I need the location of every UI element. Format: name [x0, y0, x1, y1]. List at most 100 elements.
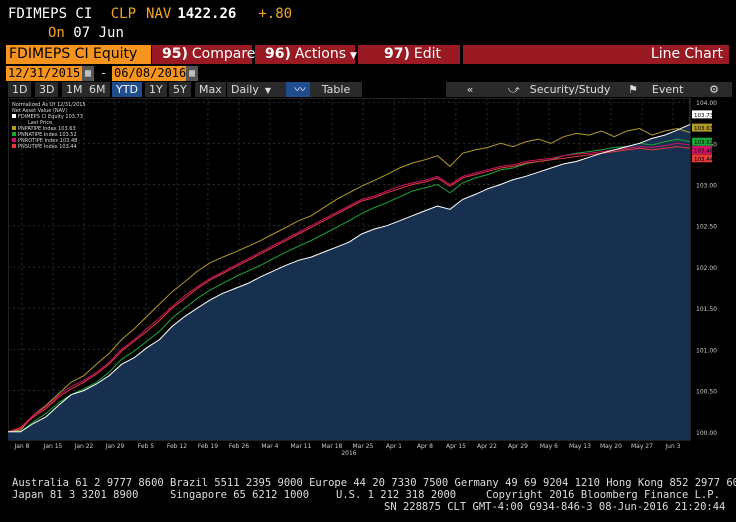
legend-entry: PNSUTIPE Index 103.44 — [18, 144, 77, 150]
currency: CLP — [110, 6, 137, 22]
last-value-label: 103.73 — [694, 113, 714, 119]
table-button[interactable]: Table — [310, 82, 362, 97]
legend-entry: FDIMEPS CI Equity 103.73 — [18, 114, 83, 120]
event-button[interactable]: ⚑ Event — [616, 82, 700, 97]
range-3d[interactable]: 3D — [35, 82, 59, 97]
last-value-badge — [692, 145, 712, 154]
x-tick-label: May 27 — [631, 443, 653, 450]
chart-type-label[interactable]: Line Chart — [463, 45, 729, 64]
x-year-label: 2016 — [341, 450, 356, 457]
y-tick-label: 100.00 — [696, 430, 717, 437]
compare-num: 95) — [162, 46, 188, 62]
last-value-badge — [692, 137, 712, 146]
edit-button[interactable]: 97)Edit▼ — [358, 45, 476, 64]
footer-japan: Japan 81 3 3201 8900 — [12, 489, 139, 501]
x-tick-label: May 6 — [540, 443, 558, 450]
date-line: On 07 Jun — [48, 25, 736, 41]
x-tick-label: Mar 18 — [322, 443, 343, 450]
flag-icon: ⚑ — [628, 83, 638, 96]
compare-label: Compare — [191, 46, 256, 62]
range-5y[interactable]: 5Y — [169, 82, 191, 97]
actions-button[interactable]: 96) Actions ▼ — [255, 45, 357, 64]
security-study-button[interactable]: ⤻ Security/Study — [490, 82, 620, 97]
calendar-icon[interactable]: ▦ — [186, 66, 198, 81]
edit-num: 97) — [384, 46, 410, 62]
price: 1422.26 — [177, 6, 237, 22]
range-1m[interactable]: 1M — [62, 82, 87, 97]
toolbar: FDIMEPS CI Equity 95) Compare 96) Actions ▼… — [0, 45, 736, 64]
x-tick-label: Mar 11 — [291, 443, 312, 450]
footer-contacts-line1: Australia 61 2 9777 8600 Brazil 5511 239… — [12, 477, 736, 489]
range-ytd[interactable]: YTD — [112, 82, 142, 97]
footer-singapore: Singapore 65 6212 1000 — [170, 489, 310, 501]
area-fill — [8, 124, 690, 441]
x-tick-label: Mar 25 — [353, 443, 374, 450]
field-label: NAV — [146, 6, 172, 22]
x-tick-label: Apr 8 — [417, 443, 433, 450]
range-6m[interactable]: 6M — [85, 82, 110, 97]
security-field[interactable]: FDIMEPS CI Equity — [6, 45, 151, 64]
on-date: 07 Jun — [73, 25, 124, 41]
x-tick-label: Jan 22 — [74, 443, 94, 450]
x-tick-label: Feb 5 — [138, 443, 155, 450]
y-tick-label: 102.00 — [696, 265, 717, 272]
actions-num: 96) — [265, 46, 291, 62]
y-tick-label: 101.50 — [696, 306, 717, 313]
x-tick-label: Apr 29 — [508, 443, 528, 450]
legend-swatch — [12, 126, 16, 130]
x-tick-label: Jan 8 — [13, 443, 29, 450]
gear-icon[interactable]: ⚙ — [696, 82, 732, 97]
x-tick-label: Feb 12 — [167, 443, 187, 450]
security-study-label: Security/Study — [529, 83, 611, 96]
collapse-left-icon[interactable]: « — [446, 82, 494, 97]
series-line-pnrotipe — [8, 142, 691, 433]
range-1d[interactable]: 1D — [8, 82, 32, 97]
end-date-input[interactable]: 06/08/2016 — [112, 66, 187, 81]
actions-label: Actions — [294, 46, 347, 62]
edit-label: Edit — [413, 46, 442, 62]
x-tick-label: Mar 4 — [261, 443, 278, 450]
footer-copyright: Copyright 2016 Bloomberg Finance L.P. — [486, 489, 720, 501]
legend-swatch — [12, 144, 16, 148]
footer-us: U.S. 1 212 318 2000 — [336, 489, 457, 501]
x-tick-label: Jun 3 — [664, 443, 680, 450]
x-tick-label: Jan 15 — [43, 443, 63, 450]
on-label: On — [48, 25, 65, 41]
legend-swatch — [12, 114, 16, 118]
series-line-pnnatipe — [8, 138, 691, 433]
last-value-label: 103.48 — [694, 148, 714, 154]
last-value-badge — [692, 154, 712, 163]
last-value-badge — [692, 110, 712, 119]
footer-session: SN 228875 CLT GMT-4:00 G934-846-3 08-Jun… — [384, 501, 726, 513]
range-max[interactable]: Max — [195, 82, 226, 97]
legend-title: Normalized As Of 12/31/2015 — [12, 102, 86, 108]
legend-entry: PNPATIPE Index 103.63 — [18, 126, 76, 132]
range-bar: 1D 3D 1M 6M YTD 1Y 5Y Max Daily ▼ 〰 Table… — [0, 82, 736, 97]
x-tick-label: Feb 26 — [229, 443, 249, 450]
legend-subtitle: Last Price — [28, 120, 52, 126]
calendar-icon[interactable]: ▦ — [82, 66, 94, 81]
x-tick-label: Apr 22 — [477, 443, 497, 450]
change: +.80 — [258, 6, 293, 22]
start-date-input[interactable]: 12/31/2015 — [6, 66, 82, 81]
frequency-select[interactable]: Daily ▼ — [227, 82, 287, 97]
y-tick-label: 100.50 — [696, 389, 717, 396]
line-chart: 100.00 100.50 101.00 101.50 102.00 102.50 103.… — [8, 98, 717, 457]
x-tick-label: Apr 15 — [446, 443, 466, 450]
y-tick-label: 101.00 — [696, 347, 717, 354]
range-1y[interactable]: 1Y — [145, 82, 167, 97]
last-value-label: 103.44 — [694, 157, 714, 163]
legend-swatch — [12, 132, 16, 136]
compare-button[interactable]: 95) Compare — [152, 45, 255, 64]
y-tick-label: 103.00 — [696, 183, 717, 190]
y-tick-label: 104.00 — [696, 100, 717, 107]
legend-title: Net Asset Value (NAV) — [12, 108, 67, 114]
series-line-pnsutipe — [8, 146, 691, 433]
last-value-label: 103.63 — [694, 126, 714, 132]
last-value-badge — [692, 123, 712, 132]
dropdown-arrow-icon: ▼ — [350, 51, 357, 61]
legend-entry: PNROTIPE Index 103.48 — [18, 138, 77, 144]
x-tick-label: Jan 29 — [105, 443, 125, 450]
line-chart-icon[interactable]: 〰 — [286, 82, 314, 97]
x-tick-label: May 13 — [569, 443, 591, 450]
